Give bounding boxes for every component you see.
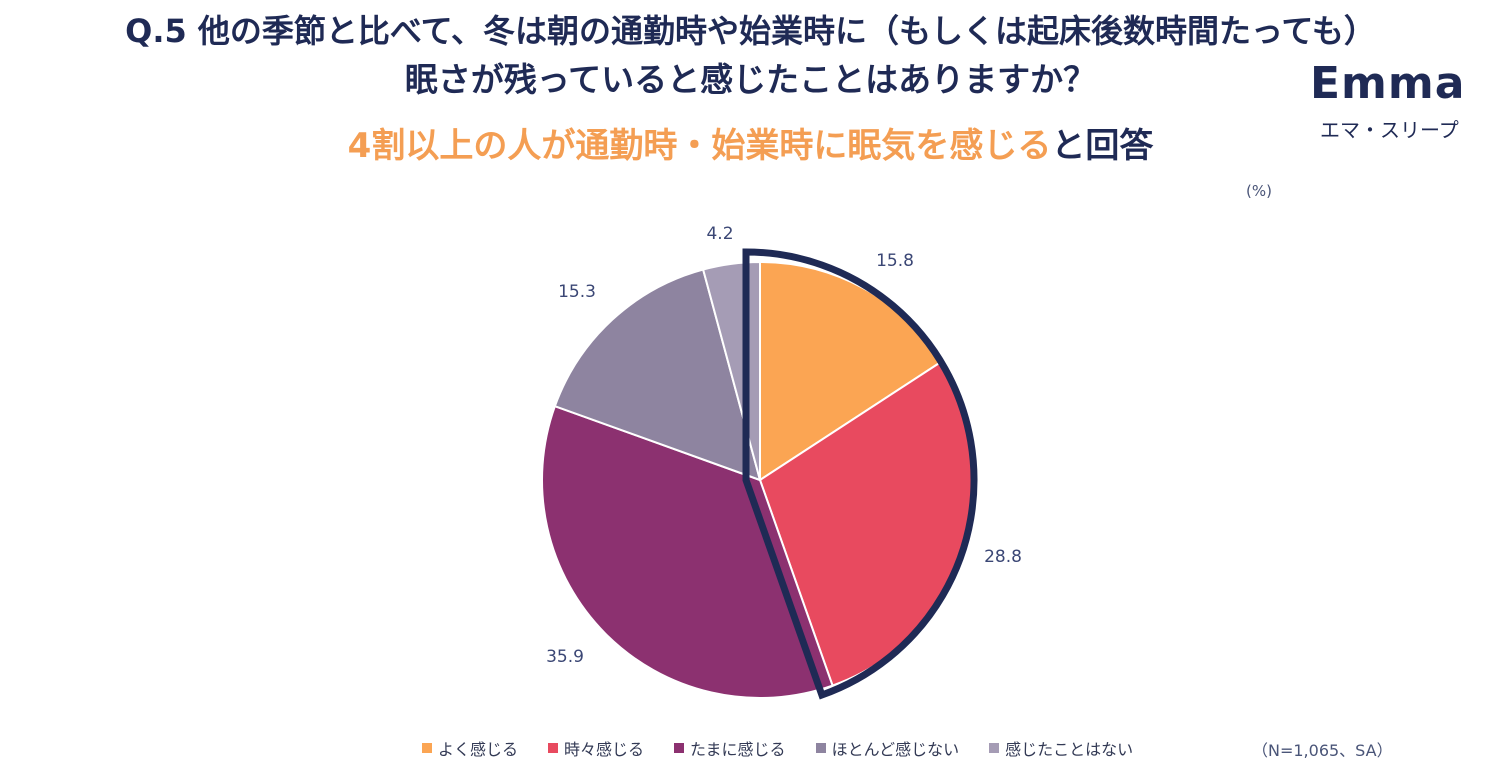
logo-wordmark: Emma <box>1310 58 1466 109</box>
page-title-line-1: Q.5 他の季節と比べて、冬は朝の通勤時や始業時に（もしくは起床後数時間たっても… <box>125 12 1376 50</box>
legend-swatch <box>815 743 826 753</box>
legend-item-1: よく感じる <box>422 736 518 760</box>
data-label-1: 15.8 <box>876 251 914 271</box>
data-label-4: 15.3 <box>558 282 596 302</box>
data-label-3: 35.9 <box>546 647 584 667</box>
sample-note: （N=1,065、SA） <box>1252 741 1393 760</box>
legend-item-5: 感じたことはない <box>989 736 1133 760</box>
legend-label: 時々感じる <box>564 740 645 759</box>
unit-label: (%) <box>1246 182 1272 200</box>
legend-label: ほとんど感じない <box>831 740 960 759</box>
legend-label: よく感じる <box>438 740 519 759</box>
logo-subtext: エマ・スリープ <box>1320 118 1459 142</box>
chart-legend: よく感じる 時々感じる たまに感じる ほとんど感じない 感じたことはない <box>422 736 1133 760</box>
page-subtitle: 4割以上の人が通勤時・始業時に眠気を感じると回答 <box>0 118 1501 167</box>
legend-swatch <box>548 743 559 753</box>
highlight-outline <box>742 248 978 700</box>
pie-slice-4 <box>553 268 762 482</box>
emma-logo: Emma エマ・スリープ <box>1310 60 1480 143</box>
legend-swatch <box>422 743 432 753</box>
pie-slice-3 <box>541 404 834 699</box>
legend-item-2: 時々感じる <box>548 736 644 760</box>
legend-label: たまに感じる <box>690 740 786 759</box>
subtitle-highlight: 4割以上の人が通勤時・始業時に眠気を感じる <box>347 126 1052 166</box>
legend-item-3: たまに感じる <box>674 736 786 760</box>
legend-swatch <box>674 743 685 753</box>
data-label-2: 28.8 <box>984 547 1022 567</box>
subtitle-tail: と回答 <box>1051 126 1154 166</box>
data-label-5: 4.2 <box>706 224 733 244</box>
legend-swatch <box>989 743 1000 753</box>
legend-label: 感じたことはない <box>1005 740 1134 759</box>
page-title-line-2: 眠さが残っていると感じたことはありますか？ <box>404 60 1097 99</box>
legend-item-4: ほとんど感じない <box>815 736 960 760</box>
